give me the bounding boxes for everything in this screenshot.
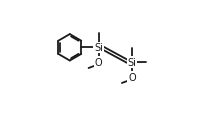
Text: O: O [128,73,136,82]
Text: Si: Si [94,43,103,53]
Text: O: O [95,58,102,68]
Text: Si: Si [128,58,136,68]
